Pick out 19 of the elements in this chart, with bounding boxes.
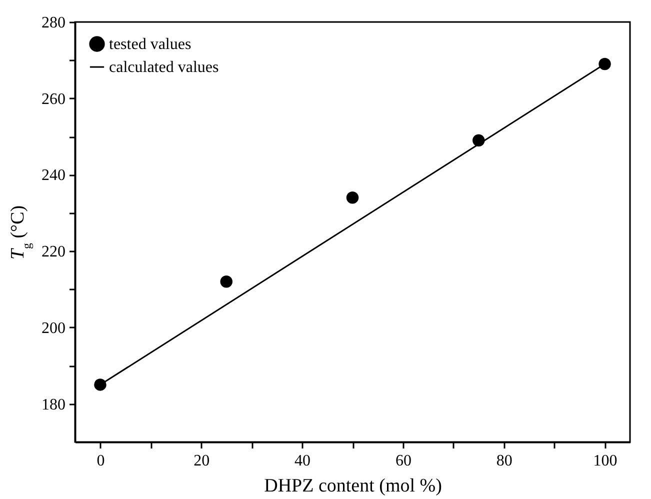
x-tick-label: 20 [194,452,210,470]
x-tick-label: 60 [395,452,412,470]
y-tick-label: 280 [42,14,66,32]
y-tick-label: 180 [42,396,66,414]
x-axis-title: DHPZ content (mol %) [264,476,442,496]
point [220,276,232,288]
x-tick-label: 80 [496,452,512,470]
point [94,378,106,391]
y-tick-label: 260 [42,90,66,108]
legend-label: calculated values [109,59,219,76]
y-tick-label: 240 [42,167,66,184]
y-tick-label: 220 [42,244,66,261]
y-tick-label: 200 [42,320,66,337]
x-tick-label: 0 [96,452,105,470]
point [598,58,611,70]
legend-label: tested values [109,36,192,53]
x-tick-label: 100 [593,452,618,470]
point [346,192,359,204]
x-tick-label: 40 [294,452,311,470]
